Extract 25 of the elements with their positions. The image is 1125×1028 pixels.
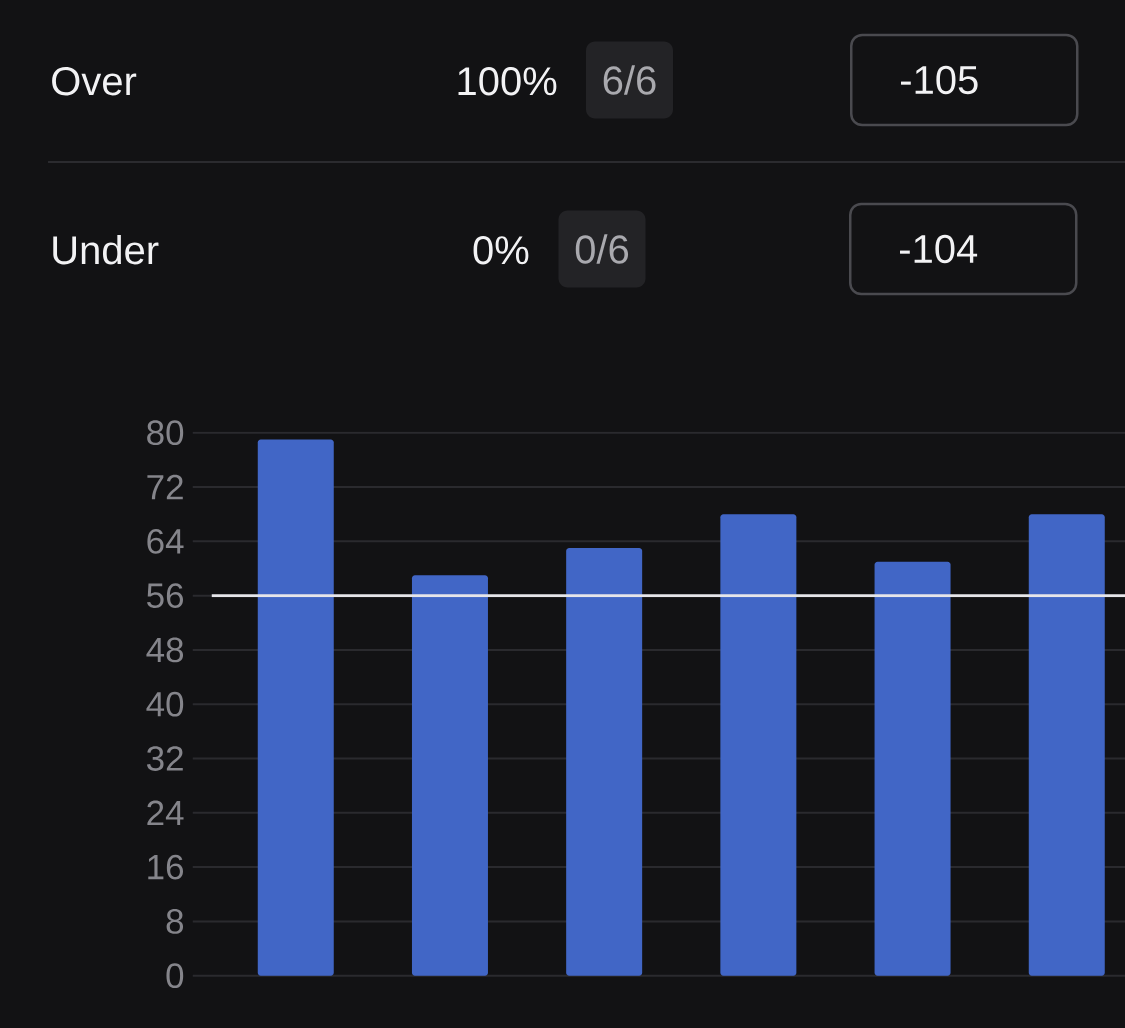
y-tick-label: 24 xyxy=(147,800,184,826)
text: Over xyxy=(52,67,137,96)
bar xyxy=(257,439,334,976)
y-tick-label: 48 xyxy=(146,637,184,663)
text: 100% xyxy=(458,67,557,96)
y-tick-label: 40 xyxy=(146,691,184,717)
y-tick-label: 16 xyxy=(148,854,184,880)
bar xyxy=(720,514,797,976)
text: 6/6 xyxy=(603,65,656,95)
y-tick-label: 72 xyxy=(147,474,183,500)
y-tick-label: 80 xyxy=(147,420,184,446)
y-tick-label: 56 xyxy=(147,583,184,609)
y-tick-label: 32 xyxy=(146,746,183,771)
text: 0% xyxy=(473,236,529,265)
bar xyxy=(566,548,643,976)
text: Under xyxy=(53,235,159,265)
text: 0/6 xyxy=(575,234,629,264)
y-tick-label: 0 xyxy=(166,963,184,989)
text: -104 xyxy=(900,234,978,264)
bar xyxy=(874,561,951,976)
bar xyxy=(1028,514,1105,976)
text: -105 xyxy=(901,65,978,95)
y-tick-label: 64 xyxy=(147,528,184,554)
y-tick-label: 8 xyxy=(166,909,184,934)
bar xyxy=(411,575,488,976)
